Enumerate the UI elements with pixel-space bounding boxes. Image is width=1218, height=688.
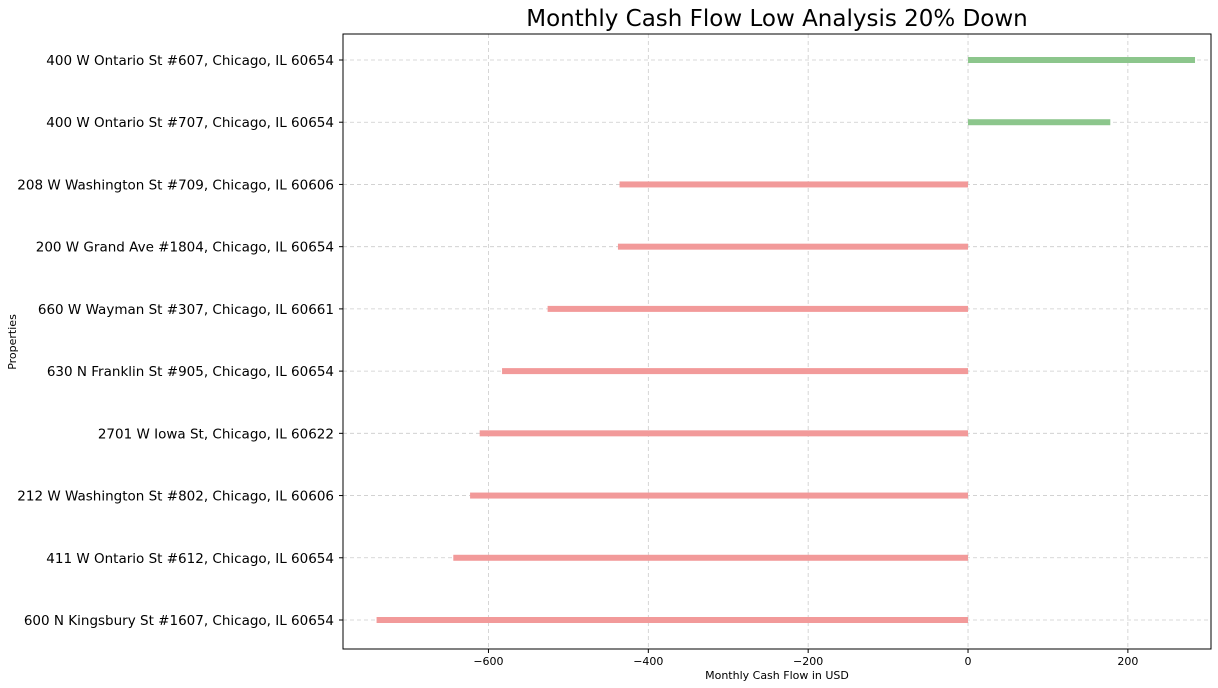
x-tick-labels: −600 −400 −200 0 200 [473, 649, 1138, 668]
category-label: 208 W Washington St #709, Chicago, IL 60… [17, 177, 334, 193]
bar [968, 57, 1196, 63]
category-label: 400 W Ontario St #607, Chicago, IL 60654 [46, 53, 334, 69]
category-label: 2701 W Iowa St, Chicago, IL 60622 [98, 426, 334, 442]
x-tick-label: −600 [473, 655, 503, 668]
y-axis-label: Properties [6, 314, 19, 370]
category-label: 212 W Washington St #802, Chicago, IL 60… [17, 489, 334, 505]
x-tick-label: 0 [965, 655, 972, 668]
category-label: 411 W Ontario St #612, Chicago, IL 60654 [46, 551, 334, 567]
bar [470, 492, 969, 499]
category-label: 660 W Wayman St #307, Chicago, IL 60661 [38, 302, 334, 318]
x-axis-label: Monthly Cash Flow in USD [705, 669, 849, 682]
bar [547, 305, 969, 312]
category-labels: 400 W Ontario St #607, Chicago, IL 60654… [17, 53, 343, 629]
bar [968, 119, 1111, 126]
category-label: 600 N Kingsbury St #1607, Chicago, IL 60… [24, 613, 334, 629]
category-label: 200 W Grand Ave #1804, Chicago, IL 60654 [36, 240, 334, 256]
bar-layer [376, 57, 1196, 623]
chart-title: Monthly Cash Flow Low Analysis 20% Down [526, 6, 1028, 32]
bar [617, 243, 969, 250]
x-tick-label: −400 [633, 655, 663, 668]
plot-frame [342, 33, 1212, 650]
bar [376, 617, 969, 623]
x-tick-label: 200 [1117, 655, 1138, 668]
category-label: 630 N Franklin St #905, Chicago, IL 6065… [47, 364, 334, 380]
category-label: 400 W Ontario St #707, Chicago, IL 60654 [46, 115, 334, 131]
bar [502, 368, 969, 375]
bar [453, 554, 969, 561]
bar [479, 430, 969, 437]
x-tick-label: −200 [793, 655, 823, 668]
bar [619, 181, 969, 188]
